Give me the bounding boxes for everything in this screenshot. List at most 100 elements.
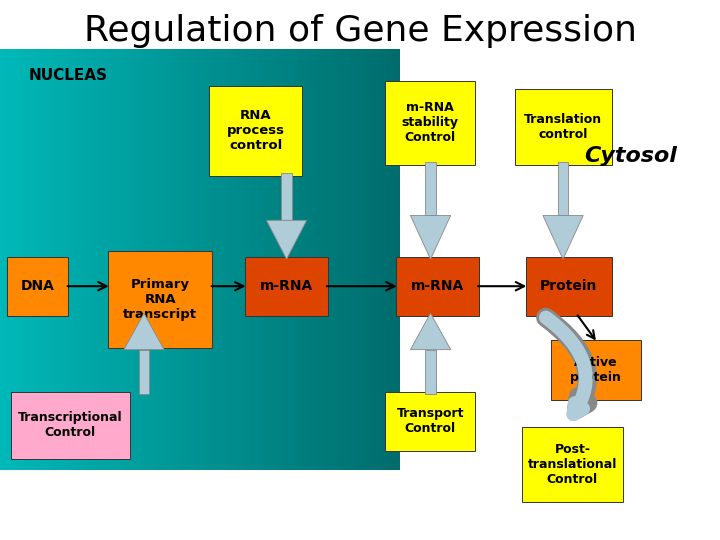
Bar [210, 49, 215, 470]
Bar [390, 49, 395, 470]
Bar [115, 49, 120, 470]
Bar [310, 49, 315, 470]
Polygon shape [410, 215, 451, 259]
Text: Transport
Control: Transport Control [397, 407, 464, 435]
Bar [175, 49, 180, 470]
Bar [170, 49, 175, 470]
FancyBboxPatch shape [522, 427, 623, 502]
Bar [70, 49, 75, 470]
Bar [245, 49, 250, 470]
Bar [282, 173, 292, 220]
Bar [360, 49, 364, 470]
Bar [335, 49, 340, 470]
Polygon shape [124, 313, 164, 350]
Text: m-RNA: m-RNA [260, 279, 312, 293]
Bar [120, 49, 125, 470]
FancyBboxPatch shape [245, 256, 328, 316]
FancyBboxPatch shape [385, 81, 475, 165]
Bar [300, 49, 305, 470]
FancyBboxPatch shape [7, 256, 68, 316]
Bar [289, 49, 294, 470]
Bar [95, 49, 100, 470]
Bar [125, 49, 130, 470]
Bar [355, 49, 360, 470]
Bar [340, 49, 345, 470]
FancyBboxPatch shape [551, 340, 641, 400]
FancyBboxPatch shape [11, 392, 130, 459]
Bar [305, 49, 310, 470]
Bar [35, 49, 40, 470]
Bar [155, 49, 160, 470]
Bar [160, 49, 165, 470]
Bar [20, 49, 25, 470]
Bar [130, 49, 135, 470]
Bar [275, 49, 280, 470]
Bar [105, 49, 110, 470]
Bar [140, 49, 145, 470]
Bar [369, 49, 374, 470]
Bar [40, 49, 45, 470]
Bar [30, 49, 35, 470]
FancyBboxPatch shape [385, 392, 475, 451]
Bar [260, 49, 265, 470]
Bar [65, 49, 70, 470]
Bar [235, 49, 240, 470]
Bar [138, 350, 150, 394]
Bar [180, 49, 185, 470]
Bar [294, 49, 300, 470]
Bar [25, 49, 30, 470]
Text: NUCLEAS: NUCLEAS [29, 68, 108, 83]
Polygon shape [543, 215, 583, 259]
Bar [90, 49, 95, 470]
Bar [425, 162, 436, 215]
Bar [150, 49, 155, 470]
Bar [165, 49, 170, 470]
Bar [270, 49, 275, 470]
FancyBboxPatch shape [396, 256, 479, 316]
FancyBboxPatch shape [108, 251, 212, 348]
Text: DNA: DNA [21, 279, 55, 293]
Bar [250, 49, 255, 470]
Bar [10, 49, 15, 470]
Bar [85, 49, 90, 470]
Text: Transcriptional
Control: Transcriptional Control [18, 411, 122, 439]
FancyBboxPatch shape [515, 89, 612, 165]
Bar [145, 49, 150, 470]
Text: Translation
control: Translation control [524, 113, 603, 141]
Bar [325, 49, 330, 470]
Text: Primary
RNA
transcript: Primary RNA transcript [123, 278, 197, 321]
Text: Post-
translational
Control: Post- translational Control [528, 443, 617, 486]
Bar [204, 49, 210, 470]
Bar [364, 49, 369, 470]
Bar [135, 49, 140, 470]
Bar [0, 49, 5, 470]
Bar [350, 49, 355, 470]
Bar [195, 49, 200, 470]
Polygon shape [266, 220, 307, 259]
Bar [45, 49, 50, 470]
FancyBboxPatch shape [526, 256, 612, 316]
Bar [225, 49, 230, 470]
Bar [255, 49, 260, 470]
Bar [315, 49, 320, 470]
Bar [280, 49, 284, 470]
Bar [374, 49, 379, 470]
Bar [284, 49, 289, 470]
Bar [190, 49, 195, 470]
Bar [55, 49, 60, 470]
Text: Active
protein: Active protein [570, 356, 621, 384]
Bar [395, 49, 400, 470]
Bar [15, 49, 20, 470]
Bar [220, 49, 225, 470]
Bar [80, 49, 85, 470]
Bar [100, 49, 105, 470]
Bar [330, 49, 335, 470]
Bar [265, 49, 270, 470]
Text: m-RNA: m-RNA [411, 279, 464, 293]
Bar [75, 49, 80, 470]
Text: Protein: Protein [540, 279, 598, 293]
Text: Cytosol: Cytosol [584, 146, 677, 166]
Bar [379, 49, 384, 470]
Bar [384, 49, 390, 470]
Bar [558, 162, 569, 215]
